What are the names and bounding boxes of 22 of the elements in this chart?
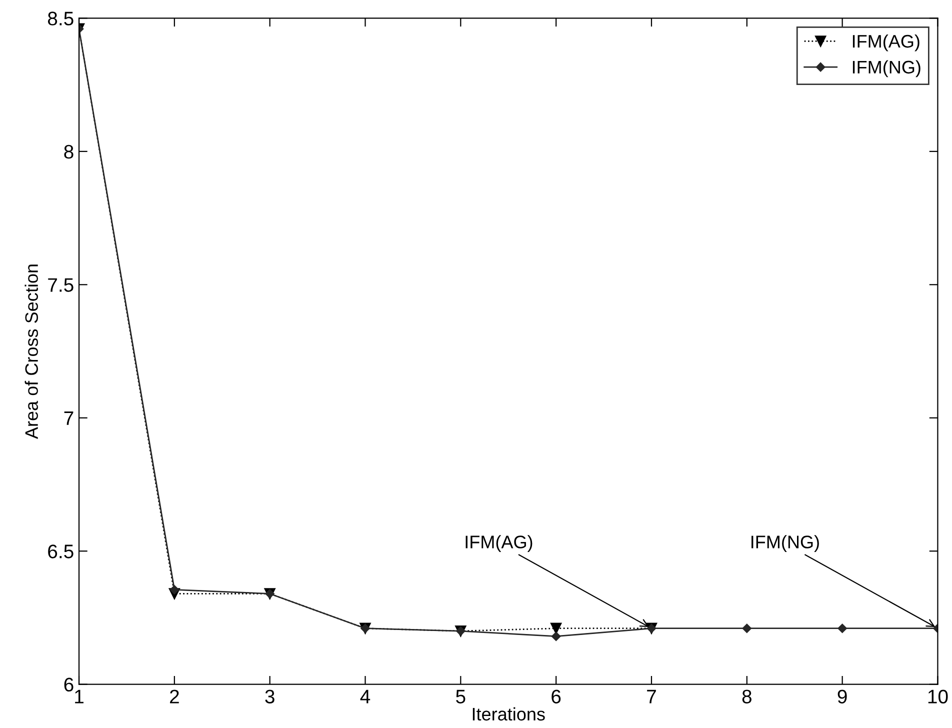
y-tick-label: 6.5 — [48, 544, 74, 558]
legend-label: IFM(AG) — [852, 34, 920, 52]
x-tick-label: 8 — [742, 690, 752, 704]
x-tick-label: 7 — [647, 690, 656, 704]
x-tick-label: 10 — [928, 690, 948, 704]
x-tick-label: 4 — [360, 690, 370, 704]
x-tick-label: 6 — [552, 690, 561, 704]
y-tick-label: 8 — [64, 144, 74, 159]
x-tick-label: 2 — [170, 690, 179, 704]
y-axis-title: Area of Cross Section — [24, 264, 38, 440]
x-tick-label: 3 — [265, 690, 274, 704]
x-tick-label: 5 — [456, 690, 466, 704]
x-axis-title: Iterations — [472, 707, 545, 721]
legend-label: IFM(NG) — [852, 60, 920, 78]
y-tick-label: 7 — [64, 412, 74, 425]
y-tick-label: 6 — [64, 678, 74, 692]
annotation: IFM(AG) — [466, 535, 532, 552]
x-tick-label: 1 — [75, 690, 84, 704]
y-tick-label: 8.5 — [48, 12, 74, 26]
y-tick-label: 7.5 — [48, 278, 74, 292]
annotation: IFM(NG) — [752, 535, 819, 552]
x-tick-label: 9 — [838, 690, 847, 704]
